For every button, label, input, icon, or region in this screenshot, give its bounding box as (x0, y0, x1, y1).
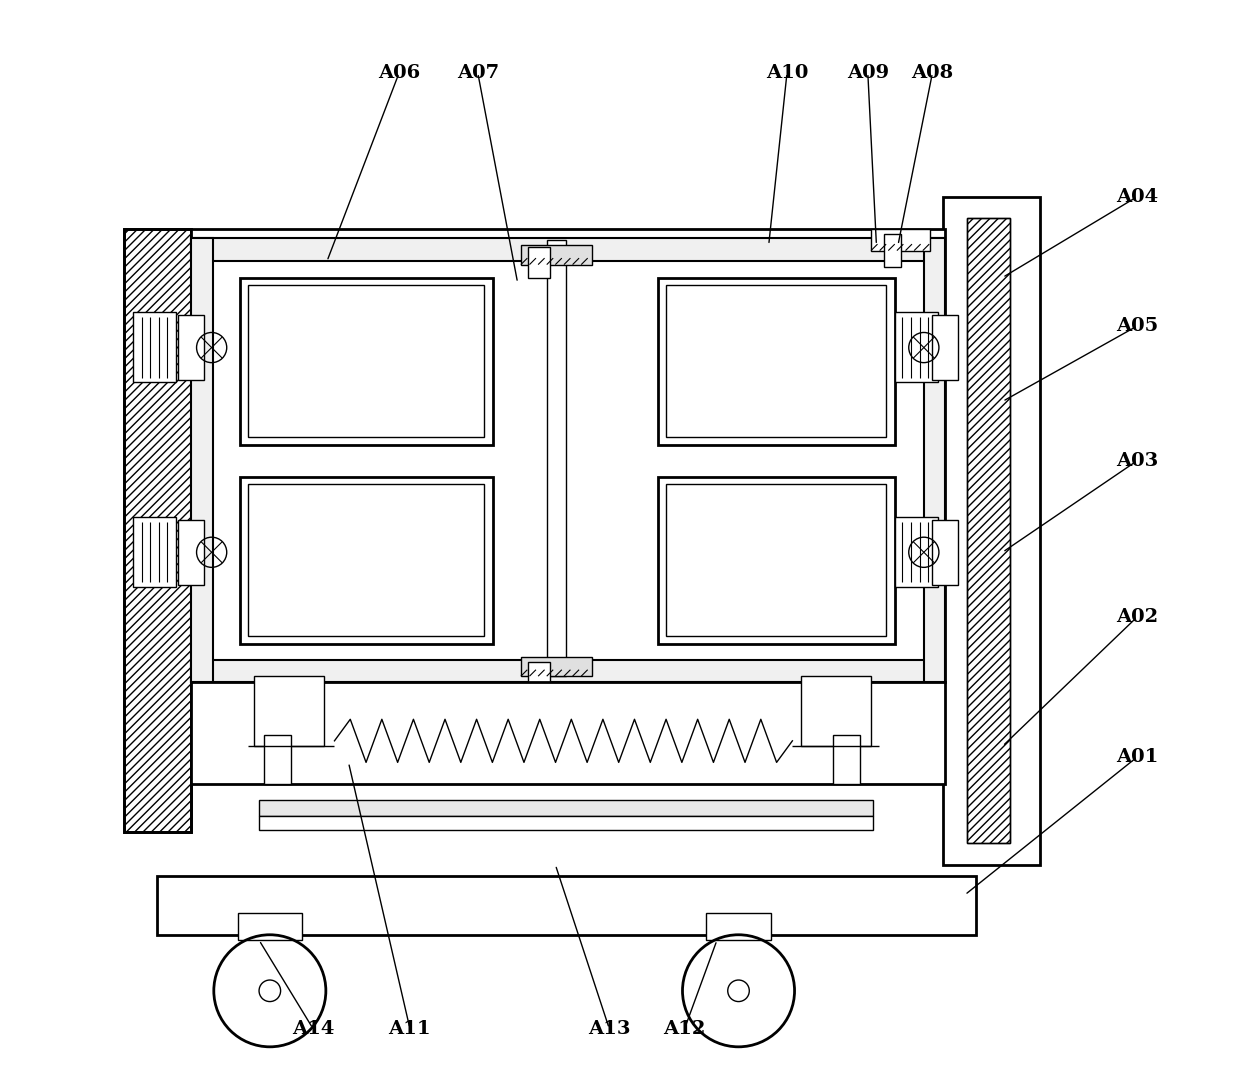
Text: A10: A10 (766, 64, 808, 82)
Bar (895, 517, 937, 587)
Bar (254, 676, 324, 746)
Text: A08: A08 (911, 64, 954, 82)
Bar (124, 229, 191, 833)
Bar (967, 219, 1011, 844)
Bar (870, 229, 930, 250)
Text: A01: A01 (1116, 748, 1158, 766)
Bar (238, 913, 303, 940)
Bar (801, 676, 870, 746)
Bar (191, 681, 945, 784)
Bar (521, 245, 591, 264)
Text: A11: A11 (388, 1019, 432, 1038)
Bar (521, 656, 591, 676)
Bar (264, 735, 291, 784)
Bar (547, 239, 567, 676)
Bar (967, 219, 1011, 844)
Bar (895, 312, 937, 382)
Text: A07: A07 (456, 64, 498, 82)
Bar (248, 484, 485, 637)
Text: A13: A13 (588, 1019, 630, 1038)
Text: A02: A02 (1116, 608, 1158, 626)
Bar (179, 315, 205, 380)
Bar (191, 237, 213, 681)
Bar (133, 517, 176, 587)
Bar (156, 875, 976, 935)
Bar (248, 285, 485, 436)
Bar (932, 520, 959, 585)
Bar (657, 277, 895, 444)
Bar (179, 520, 205, 585)
Bar (666, 484, 887, 637)
Text: A03: A03 (1116, 452, 1158, 470)
Bar (528, 247, 551, 277)
Bar (124, 229, 191, 833)
Bar (884, 234, 901, 266)
Bar (944, 197, 1040, 864)
Bar (239, 477, 492, 644)
Text: A12: A12 (663, 1019, 706, 1038)
Bar (259, 817, 873, 831)
Text: A09: A09 (847, 64, 889, 82)
Text: A14: A14 (291, 1019, 334, 1038)
Text: A06: A06 (378, 64, 420, 82)
Bar (657, 477, 895, 644)
Bar (133, 312, 176, 382)
Bar (707, 913, 771, 940)
Bar (191, 229, 945, 681)
Bar (666, 285, 887, 436)
Bar (833, 735, 861, 784)
Bar (239, 277, 492, 444)
Bar (259, 800, 873, 817)
Bar (932, 315, 959, 380)
Text: A04: A04 (1116, 187, 1158, 206)
Text: A05: A05 (1116, 317, 1158, 335)
Bar (191, 660, 945, 681)
Bar (924, 237, 945, 681)
Bar (528, 662, 551, 689)
Bar (191, 237, 945, 261)
